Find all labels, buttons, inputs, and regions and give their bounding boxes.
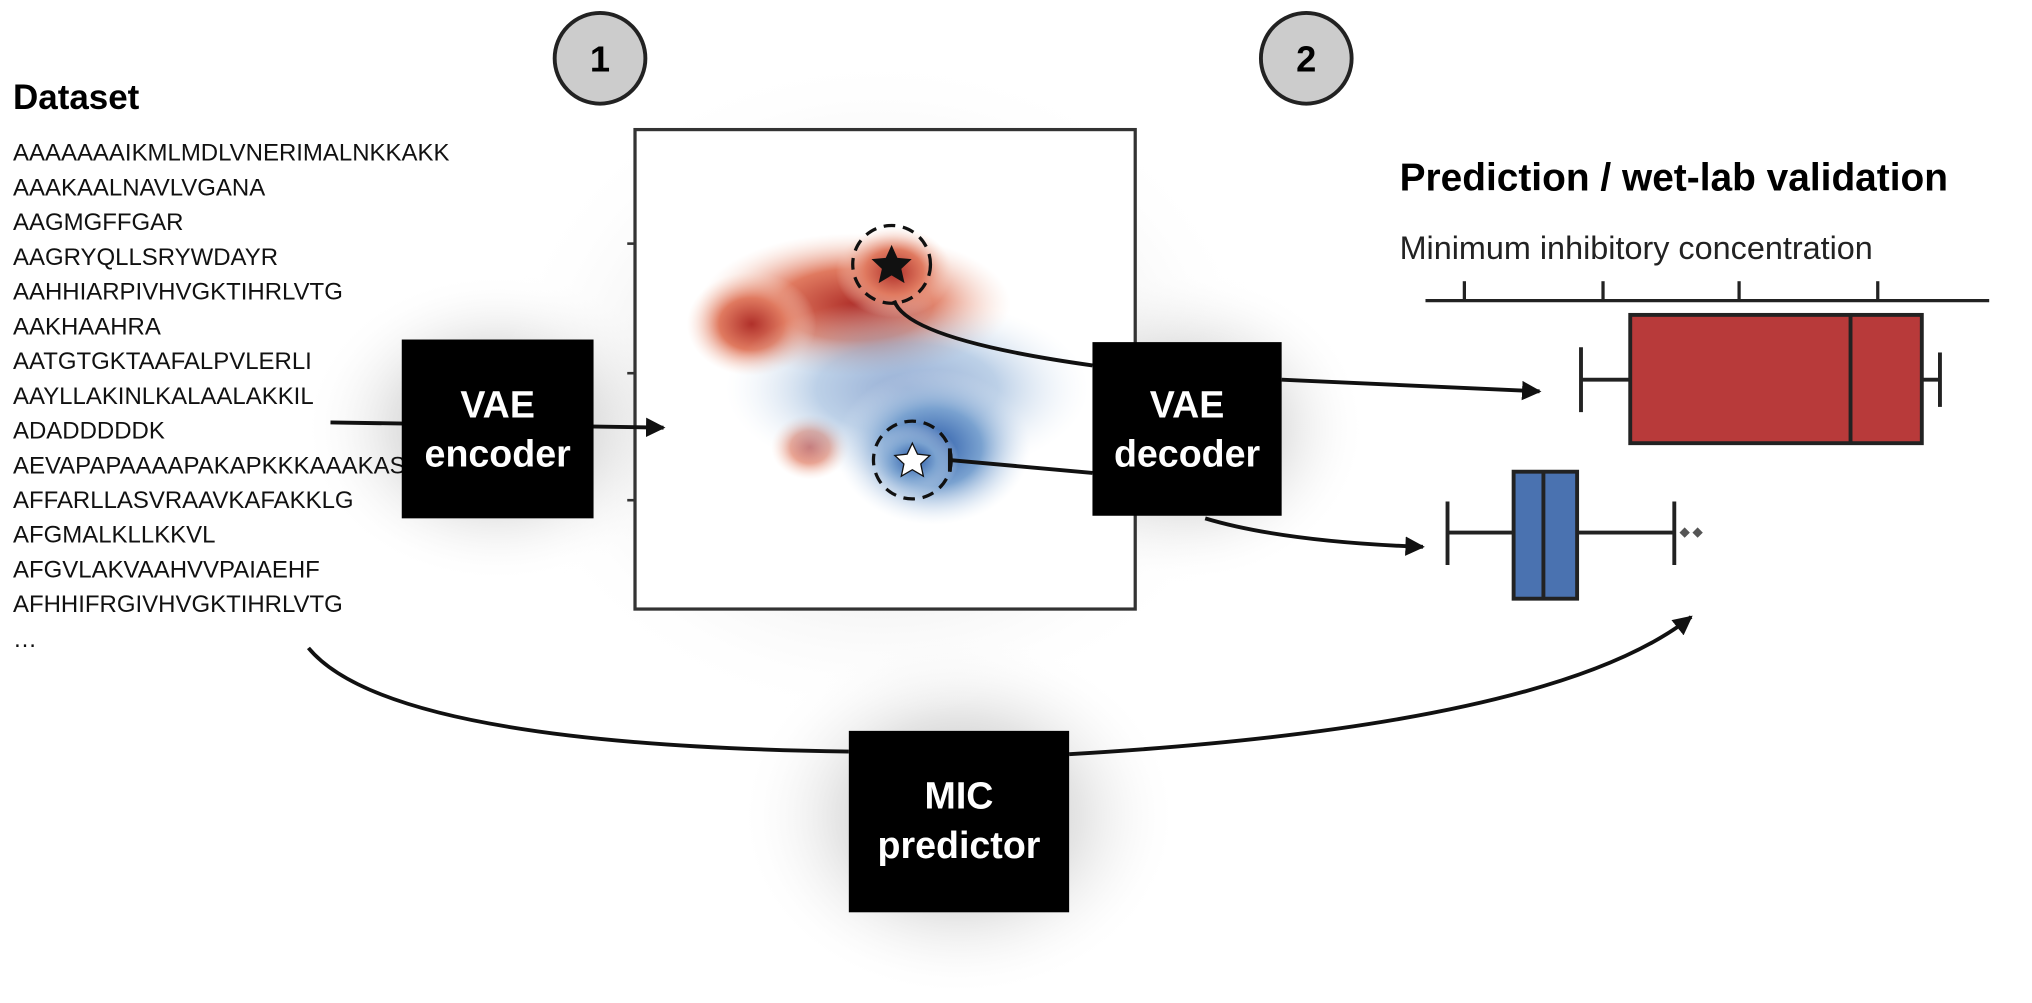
step-circle [552,11,648,106]
encoder-box [401,339,594,519]
step-circle [1258,11,1354,106]
sequence: ADADDDDDK [13,418,165,445]
sequence: AFGVLAKVAAHVVPAIAEHF [13,556,320,583]
sequence: AAGMGFFGAR [13,209,183,236]
box-label: predictor [878,824,1041,866]
box-label: decoder [1114,433,1261,475]
sequence: AFGMALKLLKKVL [13,522,216,549]
star [893,441,932,478]
sequence: AAHHIARPIVHVGKTIHRLVTG [13,279,343,306]
sequence: AFFARLLASVRAAVKAFAKKLG [13,487,354,514]
box-label: encoder [425,433,572,475]
prediction-title: Prediction / wet-lab validation [1400,156,1948,199]
arrows [306,299,1693,757]
sequence-list: AAAAAAAIKMLMDLVNERIMALNKKAKK AAAKAALNAVLV… [13,140,449,653]
box-label: VAE [460,383,534,425]
predictor-box [848,730,1070,913]
step-label: 2 [1296,38,1316,79]
decoder-box [1092,342,1282,516]
sequence: AAGRYQLLSRYWDAYR [13,244,278,271]
box-label: VAE [1150,383,1224,425]
sequence: AAAAAAAIKMLMDLVNERIMALNKKAKK [13,140,449,167]
axis-label: Minimum inhibitory concentration [1400,230,1873,266]
dashed-circle [851,223,933,305]
sequence: AAYLLAKINLKALAALAKKIL [13,383,314,410]
sequence: AFHHIFRGIVHVGKTIHRLVTG [13,591,343,618]
outliers [1679,527,1703,538]
box-label: MIC [925,775,994,817]
sequence: … [13,626,37,653]
red-boxplot [1579,312,1942,446]
mic-axis [1425,281,1990,303]
sequence: AAKHAAHRA [13,313,161,340]
star [871,244,912,284]
dataset-title: Dataset [13,78,140,117]
blue-boxplot [1445,469,1677,601]
sequence: AEVAPAPAAAAPAKAPKKKAAAKAS [13,452,406,479]
sequence: AAAKAALNAVLVGANA [13,174,265,201]
sequence: AATGTGKTAAFALPVLERLI [13,348,312,375]
plot-ticks [627,242,636,502]
step-label: 1 [590,38,610,79]
